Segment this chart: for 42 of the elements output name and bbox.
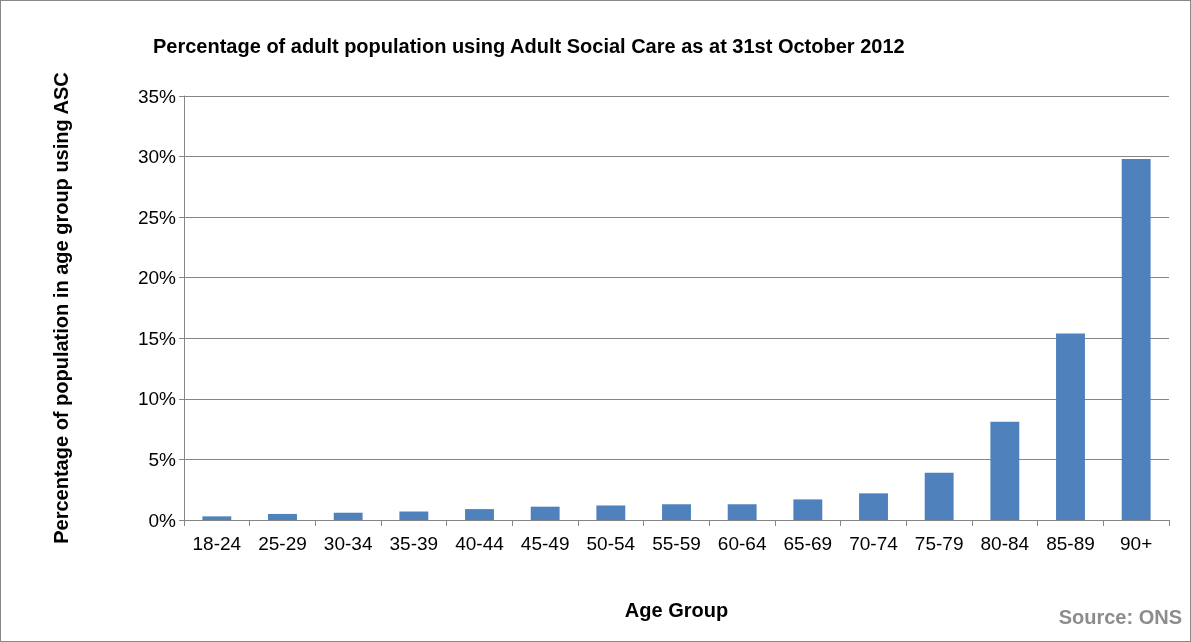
y-tick-label: 30%	[137, 146, 177, 168]
bar	[530, 506, 560, 520]
bar	[924, 472, 954, 520]
chart-title: Percentage of adult population using Adult Social Care as at 31st October 2012	[153, 35, 905, 57]
bar	[793, 499, 823, 520]
x-tick-label: 40-44	[455, 533, 505, 554]
x-tick-label: 30-34	[323, 533, 373, 554]
y-tick-label: 0%	[148, 509, 177, 531]
x-tick-label: 90+	[1120, 533, 1153, 554]
y-tick-label: 5%	[148, 448, 177, 470]
bar	[990, 421, 1020, 520]
x-tick-label: 60-64	[717, 533, 767, 554]
x-tick-label: 45-49	[520, 533, 570, 554]
x-tick-label: 75-79	[914, 533, 964, 554]
bar	[202, 516, 232, 520]
y-tick-label: 10%	[137, 388, 177, 410]
x-tick-label: 50-54	[586, 533, 636, 554]
x-axis-title: Age Group	[624, 599, 729, 621]
x-tick-label: 65-69	[783, 533, 833, 554]
x-tick-label: 18-24	[192, 533, 242, 554]
bar	[1056, 333, 1085, 520]
x-tick-label: 80-84	[980, 533, 1030, 554]
y-tick-label: 35%	[137, 85, 177, 107]
bar	[662, 504, 691, 520]
bar	[465, 509, 494, 520]
x-tick-label: 25-29	[258, 533, 307, 554]
x-tick-label: 70-74	[849, 533, 899, 554]
y-tick-label: 20%	[137, 267, 177, 289]
x-tick-label: 55-59	[652, 533, 701, 554]
bar	[727, 504, 757, 520]
bar	[1121, 158, 1151, 520]
y-tick-label: 15%	[137, 327, 177, 349]
x-tick-label: 85-89	[1046, 533, 1095, 554]
bar	[333, 512, 363, 520]
source-note: Source: ONS	[1058, 606, 1182, 628]
y-tick-label: 25%	[137, 206, 177, 228]
bar	[399, 511, 429, 520]
bar	[596, 505, 626, 520]
x-tick-label: 35-39	[389, 533, 439, 554]
bar	[859, 493, 888, 520]
y-axis-title: Percentage of population in age group using ASC	[50, 72, 72, 544]
bar	[268, 513, 297, 520]
